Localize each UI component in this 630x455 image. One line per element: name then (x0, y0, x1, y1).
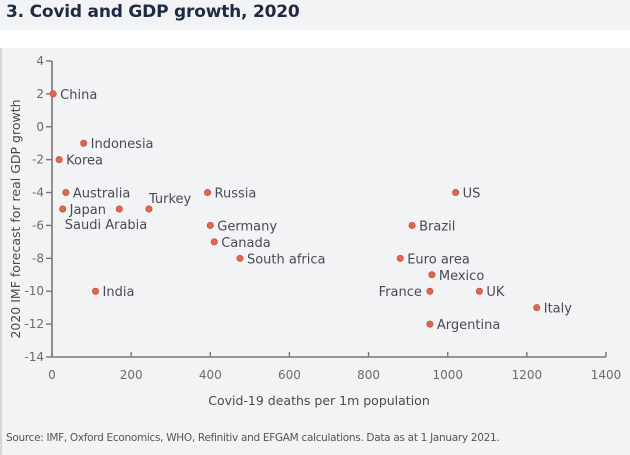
point-label: Korea (66, 154, 103, 169)
axes: 4 2 0 -2 -4 -6 -8 -10 -12 -14 0 200 400 600 800 1000 120… (24, 54, 621, 382)
point-label: Japan (69, 203, 106, 218)
y-tick-label: 2 (36, 87, 44, 101)
x-tick-label: 800 (357, 368, 380, 382)
point-label: Argentina (437, 318, 500, 333)
point-label: Brazil (419, 219, 455, 234)
x-tick-label: 0 (48, 368, 56, 382)
data-point: Germany (206, 219, 277, 234)
point-marker (204, 189, 212, 197)
y-tick-label: -4 (32, 186, 44, 200)
point-label: South africa (247, 252, 326, 267)
point-label: India (103, 285, 135, 300)
point-marker (62, 189, 70, 197)
data-point: Russia (204, 187, 256, 202)
point-marker (426, 287, 434, 295)
data-point: Saudi Arabia (65, 205, 148, 233)
data-point: US (452, 187, 480, 202)
point-marker (426, 320, 434, 328)
point-label: Euro area (407, 252, 470, 267)
point-marker (236, 254, 244, 262)
point-label: Indonesia (91, 137, 154, 152)
data-point: Turkey (145, 192, 192, 213)
y-axis-title: 2020 IMF forecast for real GDP growth (8, 99, 23, 338)
x-tick-label: 1200 (512, 368, 543, 382)
point-marker (396, 254, 404, 262)
y-tick-label: -12 (24, 317, 44, 331)
point-marker (533, 304, 541, 312)
source-note: Source: IMF, Oxford Economics, WHO, Refi… (6, 432, 500, 444)
x-tick-label: 600 (278, 368, 301, 382)
data-point: Japan (59, 203, 106, 218)
point-marker (80, 139, 88, 147)
point-marker (115, 205, 123, 213)
y-tick-label: -10 (24, 284, 44, 298)
data-point: Australia (62, 187, 131, 202)
y-tick-label: -14 (24, 350, 44, 364)
point-label: Australia (73, 187, 131, 202)
x-tick-label: 200 (120, 368, 143, 382)
point-label: Turkey (148, 192, 192, 207)
point-marker (55, 156, 63, 164)
title-band: 3. Covid and GDP growth, 2020 (0, 0, 630, 30)
x-axis-title: Covid-19 deaths per 1m population (208, 393, 430, 408)
y-tick-label: 4 (36, 54, 44, 68)
point-marker (428, 271, 436, 279)
point-label: Italy (544, 302, 573, 317)
data-point: India (92, 285, 134, 300)
point-marker (59, 205, 67, 213)
point-label: US (463, 187, 481, 202)
point-label: Saudi Arabia (65, 218, 148, 233)
y-tick-label: -2 (32, 153, 44, 167)
data-point: Italy (533, 302, 573, 317)
point-marker (92, 287, 100, 295)
point-label: France (379, 285, 422, 300)
point-label: UK (486, 285, 505, 300)
point-label: Germany (217, 219, 277, 234)
data-point: UK (475, 285, 505, 300)
point-marker (475, 287, 483, 295)
data-point: Argentina (426, 318, 500, 333)
point-label: Canada (221, 236, 270, 251)
point-marker (408, 221, 416, 229)
data-point: Euro area (396, 252, 470, 267)
point-marker (452, 189, 460, 197)
x-tick-label: 400 (199, 368, 222, 382)
y-tick-label: -6 (32, 218, 44, 232)
data-point: Korea (55, 154, 103, 169)
data-point: South africa (236, 252, 326, 267)
point-marker (49, 90, 57, 98)
point-marker (206, 221, 214, 229)
point-label: Russia (215, 187, 257, 202)
y-tick-label: -8 (32, 251, 44, 265)
data-point: China (49, 88, 97, 103)
point-label: China (60, 88, 97, 103)
point-marker (210, 238, 218, 246)
y-tick-label: 0 (36, 120, 44, 134)
chart-title: 3. Covid and GDP growth, 2020 (6, 2, 300, 22)
data-point: Indonesia (80, 137, 154, 152)
x-tick-label: 1400 (591, 368, 622, 382)
x-tick-label: 1000 (432, 368, 463, 382)
chart-panel (0, 48, 630, 455)
data-point: Mexico (428, 269, 484, 284)
data-point: Brazil (408, 219, 455, 234)
point-label: Mexico (439, 269, 484, 284)
data-point: France (379, 285, 434, 300)
point-marker (145, 205, 153, 213)
data-point: Canada (210, 236, 271, 251)
